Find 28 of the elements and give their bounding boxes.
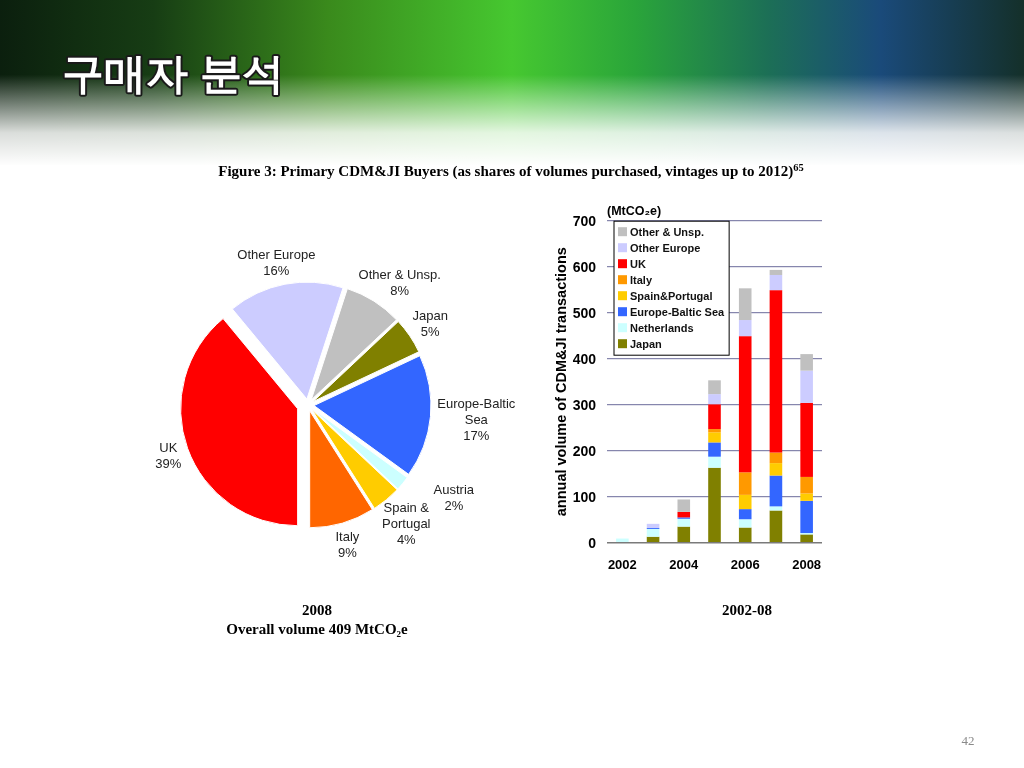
legend-label: Italy xyxy=(630,274,653,287)
legend-label: Japan xyxy=(630,338,663,351)
legend-label: Spain&Portugal xyxy=(630,290,713,303)
text: (MtCO₂e) xyxy=(607,204,662,218)
y-tick-label: 0 xyxy=(588,534,597,551)
y-tick-label: 600 xyxy=(572,258,597,275)
y-tick-label: 700 xyxy=(572,212,597,229)
x-tick-label: 2006 xyxy=(730,557,760,572)
text: 2002-08 xyxy=(722,602,772,618)
y-tick-label: 300 xyxy=(572,396,597,413)
text: 42 xyxy=(961,733,975,748)
chart-subtitle: Figure 3: Primary CDM&JI Buyers (as shares of volumes purchased, vintages up to 2012)$^{65}$ xyxy=(218,161,804,180)
x-tick-label: 2002 xyxy=(607,557,637,572)
y-tick-label: 100 xyxy=(572,488,597,505)
x-tick-label: 2004 xyxy=(669,557,700,572)
legend-label: UK xyxy=(630,258,646,271)
y-tick-label: 500 xyxy=(572,304,597,321)
text: Overall volume 409 MtCO₂e xyxy=(226,621,409,637)
text: 2008 xyxy=(302,602,332,618)
y-axis-title: annual volume of CDM&JI transactions xyxy=(553,247,569,517)
legend-label: Other & Unsp. xyxy=(630,226,704,239)
legend-label: Other Europe xyxy=(630,242,701,255)
y-tick-label: 200 xyxy=(572,442,597,459)
y-tick-label: 400 xyxy=(572,350,597,367)
legend-label: Netherlands xyxy=(630,322,694,335)
x-tick-label: 2008 xyxy=(792,557,822,572)
legend-label: Europe-Baltic Sea xyxy=(630,306,726,319)
chart-title: 구매자 분석 xyxy=(62,50,284,97)
